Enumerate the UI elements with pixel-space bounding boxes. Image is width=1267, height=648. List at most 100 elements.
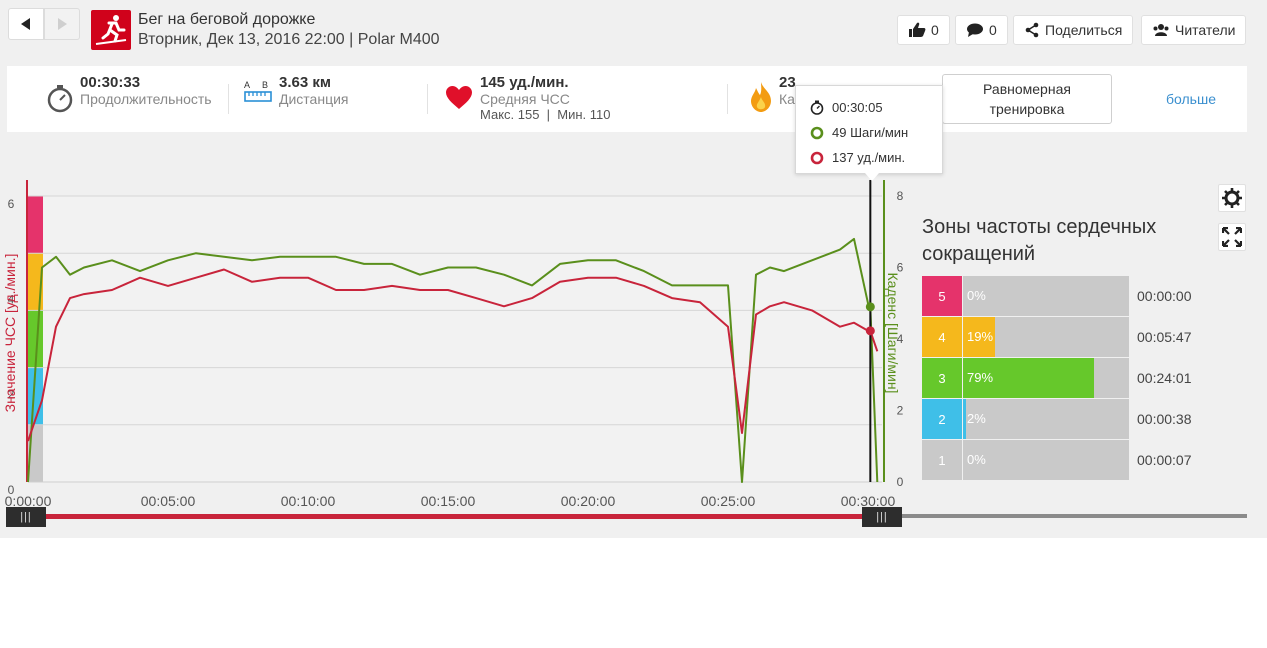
hr-min: Мин. 110 xyxy=(557,107,611,122)
previous-session-button[interactable] xyxy=(8,8,44,40)
arrow-right-icon xyxy=(58,18,67,30)
tooltip-hr: 137 уд./мин. xyxy=(832,150,906,165)
zone-number: 2 xyxy=(922,399,962,439)
zone-time: 00:00:00 xyxy=(1137,288,1192,304)
next-session-button[interactable] xyxy=(44,8,80,40)
thumbs-up-icon xyxy=(909,22,926,37)
fullscreen-button[interactable] xyxy=(1218,223,1246,251)
zone-number: 3 xyxy=(922,358,962,398)
distance-label: Дистанция xyxy=(279,91,349,107)
session-subtitle: Вторник, Дек 13, 2016 22:00 | Polar M400 xyxy=(138,31,440,48)
x-tick-label: 00:20:00 xyxy=(561,493,616,509)
zone-number: 1 xyxy=(922,440,962,480)
tooltip-time-row: 00:30:05 xyxy=(810,100,883,115)
tooltip-pointer xyxy=(865,173,879,181)
zone-bar-track: 19% xyxy=(963,317,1129,357)
tooltip-cadence: 49 Шаги/мин xyxy=(832,125,909,140)
hr-max-min: Макс. 155 | Мин. 110 xyxy=(480,107,611,122)
zone-time: 00:00:38 xyxy=(1137,411,1192,427)
x-tick-label: 00:15:00 xyxy=(421,493,476,509)
distance-ab-label: A B xyxy=(244,80,274,90)
hr-zone-row-1: 1 0% 00:00:07 xyxy=(922,440,1242,480)
hr-zone-row-3: 3 79% 00:24:01 xyxy=(922,358,1242,398)
range-end-handle[interactable]: ||| xyxy=(862,507,902,527)
left-y-tick-label: 6 xyxy=(8,197,15,211)
x-tick-label: 00:05:00 xyxy=(141,493,196,509)
tooltip-hr-row: 137 уд./мин. xyxy=(810,150,905,165)
arrow-left-icon xyxy=(21,18,30,30)
treadmill-running-icon xyxy=(91,10,131,50)
x-tick-label: 0:00:00 xyxy=(5,493,52,509)
comments-button[interactable]: 0 xyxy=(955,15,1008,45)
gear-icon xyxy=(1222,188,1242,208)
hr-zone-row-4: 4 19% 00:05:47 xyxy=(922,317,1242,357)
cadence-cursor-point xyxy=(865,302,875,312)
share-icon xyxy=(1025,22,1039,38)
tooltip-time: 00:30:05 xyxy=(832,100,883,115)
time-range-track xyxy=(902,514,1247,518)
divider xyxy=(228,84,229,114)
training-plan-label: Равномерная тренировка xyxy=(983,81,1071,117)
divider xyxy=(727,84,728,114)
right-y-tick-label: 8 xyxy=(897,189,904,203)
stopwatch-icon xyxy=(47,85,73,113)
zone-bar-track: 79% xyxy=(963,358,1129,398)
zone-percent: 19% xyxy=(967,329,994,344)
expand-icon xyxy=(1222,227,1242,247)
comment-count: 0 xyxy=(989,22,997,38)
zone-bar-fill xyxy=(963,317,995,357)
heart-rate-cursor-point xyxy=(865,326,875,336)
zone-time: 00:05:47 xyxy=(1137,329,1192,345)
training-plan-button[interactable]: Равномерная тренировка xyxy=(942,74,1112,124)
right-y-axis-title: Каденс [Шаги/мин] xyxy=(885,272,901,394)
distance-metric: 3.63 км Дистанция xyxy=(279,74,349,107)
zone-bar-fill xyxy=(963,358,1095,398)
left-y-tick-label: 4 xyxy=(8,292,15,306)
right-y-tick-label: 2 xyxy=(897,404,904,418)
cadence-dot-icon xyxy=(810,126,824,139)
divider xyxy=(427,84,428,114)
readers-label: Читатели xyxy=(1175,22,1236,38)
zone-number: 5 xyxy=(922,276,962,316)
hr-zones-title: Зоны частоты сердечных сокращений xyxy=(922,216,1157,265)
tooltip-cadence-row: 49 Шаги/мин xyxy=(810,125,908,140)
left-y-axis-title: Значение ЧСС [уд./мин.] xyxy=(2,253,18,413)
readers-button[interactable]: Читатели xyxy=(1141,15,1247,45)
heart-rate-metric: 145 уд./мин. Средняя ЧСС Макс. 155 | Мин… xyxy=(480,74,611,122)
heart-rate-cadence-chart[interactable]: 0:00:00 00:05:00 00:10:00 00:15:00 00:20:00 0… xyxy=(0,180,905,525)
hr-max: Макс. 155 xyxy=(480,107,540,122)
zone-band-zone5 xyxy=(28,196,43,254)
like-button[interactable]: 0 xyxy=(897,15,950,45)
zone-number: 4 xyxy=(922,317,962,357)
zone-bar-fill xyxy=(963,399,967,439)
calories-metric: 23 Ка xyxy=(779,74,796,107)
left-y-tick-label: 2 xyxy=(8,388,15,402)
like-count: 0 xyxy=(931,22,939,38)
zone-percent: 2% xyxy=(967,411,986,426)
x-tick-label: 00:25:00 xyxy=(701,493,756,509)
x-tick-label: 00:10:00 xyxy=(281,493,336,509)
more-link[interactable]: больше xyxy=(1166,91,1216,107)
zone-percent: 0% xyxy=(967,452,986,467)
stopwatch-icon xyxy=(810,100,824,115)
zone-percent: 0% xyxy=(967,288,986,303)
share-button[interactable]: Поделиться xyxy=(1013,15,1134,45)
x-tick-label: 00:30:00 xyxy=(841,493,896,509)
heart-rate-dot-icon xyxy=(810,151,824,164)
chart-tooltip: 00:30:05 49 Шаги/мин 137 уд./мин. xyxy=(795,85,943,174)
zone-bar-track: 2% xyxy=(963,399,1129,439)
time-range-selection[interactable] xyxy=(44,514,864,519)
session-title: Бег на беговой дорожке xyxy=(138,11,316,28)
zone-bar-track: 0% xyxy=(963,276,1129,316)
duration-metric: 00:30:33 Продолжительность xyxy=(80,74,212,107)
calories-label: Ка xyxy=(779,91,795,107)
left-y-tick-label: 0 xyxy=(8,483,15,497)
hr-zone-row-5: 5 0% 00:00:00 xyxy=(922,276,1242,316)
flame-icon xyxy=(751,82,771,112)
hr-zone-row-2: 2 2% 00:00:38 xyxy=(922,399,1242,439)
chart-settings-button[interactable] xyxy=(1218,184,1246,212)
heart-rate-series-line xyxy=(27,268,879,442)
range-start-handle[interactable]: ||| xyxy=(6,507,46,527)
right-y-tick-label: 6 xyxy=(897,261,904,275)
cadence-series-line xyxy=(27,237,879,483)
